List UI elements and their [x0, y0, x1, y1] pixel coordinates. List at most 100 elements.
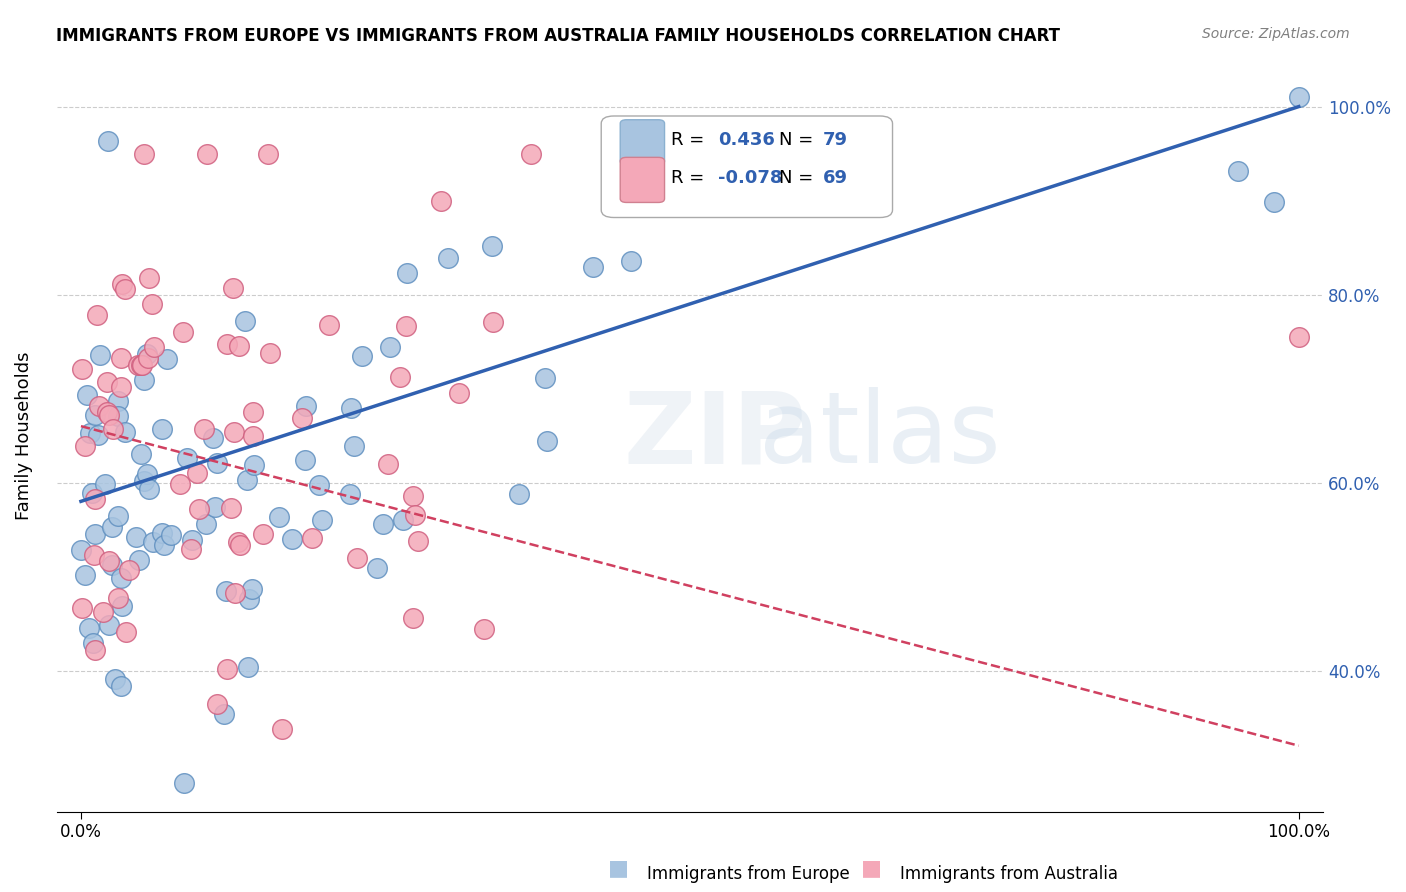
Text: R =: R = [671, 131, 710, 149]
Point [308, 478, 330, 492]
Text: ■: ■ [609, 858, 628, 878]
Point [620, 254, 643, 268]
Point [72, 362, 94, 376]
Point [73, 567, 96, 582]
Point [153, 538, 176, 552]
Point [243, 458, 266, 472]
Point [132, 372, 155, 386]
Point [242, 429, 264, 443]
FancyBboxPatch shape [620, 120, 665, 165]
Point [107, 409, 129, 424]
Text: N =: N = [779, 131, 818, 149]
Point [224, 586, 246, 600]
Text: ZIP: ZIP [624, 387, 807, 484]
Point [110, 351, 132, 365]
Point [217, 662, 239, 676]
Point [110, 379, 132, 393]
Point [388, 369, 411, 384]
Point [84, 491, 107, 506]
Point [404, 508, 426, 523]
Point [259, 346, 281, 360]
Point [91, 605, 114, 619]
Point [240, 582, 263, 596]
Point [212, 706, 235, 721]
Point [508, 486, 530, 500]
Point [142, 535, 165, 549]
Point [128, 358, 150, 372]
Point [129, 447, 152, 461]
Point [342, 439, 364, 453]
Point [350, 349, 373, 363]
Point [114, 425, 136, 440]
Point [70, 601, 93, 615]
Point [173, 776, 195, 790]
Point [98, 408, 121, 422]
Point [98, 554, 121, 568]
Point [371, 516, 394, 531]
Point [111, 277, 134, 292]
Point [366, 561, 388, 575]
Point [84, 642, 107, 657]
Point [1288, 330, 1310, 344]
Point [270, 722, 292, 736]
Point [79, 621, 101, 635]
Point [195, 146, 218, 161]
Point [104, 672, 127, 686]
Point [534, 370, 557, 384]
Point [73, 439, 96, 453]
Point [93, 477, 115, 491]
Point [236, 473, 259, 487]
Text: 79: 79 [823, 131, 848, 149]
Text: IMMIGRANTS FROM EUROPE VS IMMIGRANTS FROM AUSTRALIA FAMILY HOUSEHOLDS CORRELATIO: IMMIGRANTS FROM EUROPE VS IMMIGRANTS FRO… [56, 27, 1060, 45]
Point [87, 399, 110, 413]
Point [80, 485, 103, 500]
Point [228, 339, 250, 353]
Point [1226, 164, 1249, 178]
Point [447, 386, 470, 401]
Point [107, 591, 129, 606]
Text: 69: 69 [823, 169, 848, 186]
Point [70, 542, 93, 557]
Point [136, 467, 159, 481]
Text: Source: ZipAtlas.com: Source: ZipAtlas.com [1202, 27, 1350, 41]
Point [82, 636, 104, 650]
Point [402, 610, 425, 624]
Y-axis label: Family Households: Family Households [15, 351, 32, 520]
Point [97, 134, 120, 148]
Point [257, 146, 280, 161]
Text: atlas: atlas [759, 387, 1001, 484]
Text: Immigrants from Europe: Immigrants from Europe [647, 865, 849, 883]
Point [201, 431, 224, 445]
Text: N =: N = [779, 169, 818, 186]
Point [84, 409, 107, 423]
Point [377, 457, 399, 471]
Point [406, 533, 429, 548]
Point [280, 532, 302, 546]
Point [110, 679, 132, 693]
FancyBboxPatch shape [620, 157, 665, 202]
Point [613, 162, 636, 177]
Point [138, 271, 160, 285]
Text: Immigrants from Australia: Immigrants from Australia [900, 865, 1118, 883]
Point [180, 541, 202, 556]
Point [1263, 195, 1285, 210]
Point [79, 425, 101, 440]
Point [194, 516, 217, 531]
Point [131, 359, 153, 373]
Point [215, 337, 238, 351]
Point [176, 450, 198, 465]
Point [396, 266, 419, 280]
Point [132, 474, 155, 488]
Point [172, 326, 194, 340]
Point [150, 526, 173, 541]
Point [87, 427, 110, 442]
Point [226, 535, 249, 549]
Point [221, 281, 243, 295]
Point [76, 387, 98, 401]
Point [101, 520, 124, 534]
Point [519, 146, 541, 161]
Point [269, 510, 291, 524]
Point [97, 617, 120, 632]
Point [101, 421, 124, 435]
Point [392, 513, 415, 527]
